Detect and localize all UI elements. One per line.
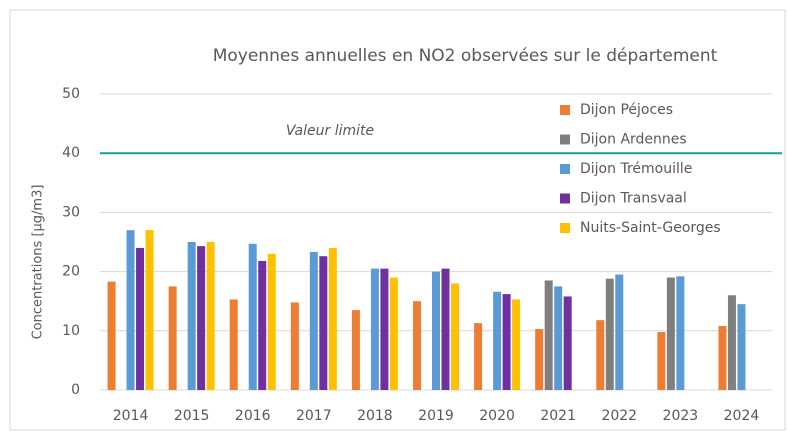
bar	[737, 304, 746, 390]
bar	[107, 281, 116, 390]
legend-label: Nuits-Saint-Georges	[580, 220, 721, 236]
x-tick-label: 2018	[357, 408, 393, 424]
x-tick-label: 2015	[174, 408, 210, 424]
bar	[145, 230, 154, 390]
bar	[248, 243, 257, 390]
bar	[727, 295, 736, 390]
y-tick-label: 30	[62, 204, 80, 220]
bar	[474, 323, 483, 390]
bar	[258, 260, 267, 390]
bar	[512, 299, 521, 390]
bar	[544, 280, 553, 390]
bar	[657, 331, 666, 390]
bar	[309, 252, 318, 390]
x-tick-label: 2022	[601, 408, 637, 424]
bar	[413, 301, 421, 390]
bar	[197, 246, 206, 390]
x-tick-label: 2021	[540, 408, 576, 424]
bar	[319, 256, 328, 390]
bar	[168, 286, 177, 390]
y-tick-label: 20	[62, 264, 80, 280]
x-tick-label: 2024	[724, 408, 760, 424]
legend-swatch	[560, 193, 570, 204]
bar	[380, 268, 389, 390]
bar	[136, 247, 145, 390]
x-tick-label: 2016	[235, 408, 271, 424]
chart-title: Moyennes annuelles en NO2 observées sur …	[213, 46, 718, 66]
bar	[596, 320, 605, 390]
x-tick-label: 2017	[296, 408, 332, 424]
legend-label: Dijon Transvaal	[580, 191, 687, 207]
bar	[441, 268, 450, 390]
x-tick-label: 2019	[418, 408, 454, 424]
x-tick-label: 2014	[113, 408, 149, 424]
bar	[351, 310, 360, 390]
bar	[432, 271, 440, 390]
y-axis-label: Concentrations [µg/m3]	[31, 185, 46, 340]
bar	[554, 286, 563, 390]
y-tick-label: 0	[71, 382, 80, 398]
bar	[615, 274, 624, 390]
bar	[328, 247, 337, 390]
y-tick-label: 40	[62, 145, 80, 161]
bar	[229, 299, 238, 390]
bar	[206, 242, 215, 390]
x-tick-label: 2023	[663, 408, 699, 424]
bar	[605, 278, 614, 390]
bar	[535, 329, 544, 390]
bar	[126, 230, 135, 390]
bar	[290, 302, 299, 390]
bar	[493, 291, 502, 390]
bar	[676, 276, 685, 390]
bar	[267, 253, 276, 390]
legend-label: Dijon Péjoces	[580, 102, 673, 118]
bar	[563, 296, 572, 390]
y-tick-label: 50	[62, 86, 80, 102]
bar	[389, 277, 398, 390]
x-tick-label: 2020	[479, 408, 515, 424]
legend-swatch	[560, 134, 570, 145]
bar	[718, 326, 727, 390]
legend-label: Dijon Trémouille	[580, 161, 692, 177]
limit-label: Valeur limite	[286, 123, 374, 139]
legend-swatch	[560, 223, 570, 233]
bar	[502, 294, 511, 390]
legend-label: Dijon Ardennes	[580, 132, 687, 148]
bar	[187, 242, 196, 390]
legend-swatch	[560, 105, 570, 115]
y-tick-label: 10	[62, 323, 80, 339]
legend-swatch	[560, 164, 570, 174]
bar	[451, 283, 459, 390]
bar	[370, 268, 379, 390]
bar	[666, 277, 675, 390]
